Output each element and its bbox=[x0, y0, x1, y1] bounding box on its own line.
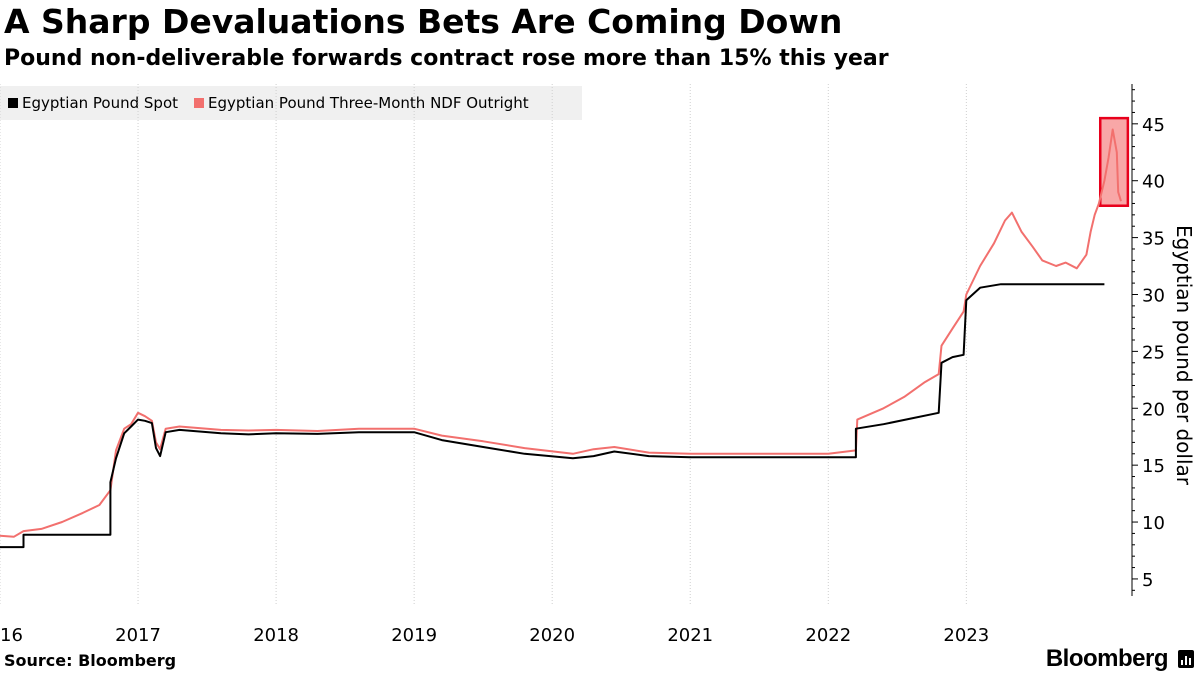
highlight-box bbox=[1098, 116, 1130, 207]
y-tick-label: 30 bbox=[1142, 285, 1165, 306]
y-tick-label: 45 bbox=[1142, 115, 1165, 136]
bloomberg-logo: Bloomberg bbox=[1045, 645, 1169, 672]
series-line-spot bbox=[0, 283, 1105, 549]
x-tick-label: 2019 bbox=[391, 625, 437, 646]
y-tick-label: 35 bbox=[1142, 229, 1165, 250]
y-tick-label: 40 bbox=[1142, 172, 1165, 193]
chart-title: A Sharp Devaluations Bets Are Coming Dow… bbox=[4, 2, 843, 41]
y-tick-label: 25 bbox=[1142, 342, 1165, 363]
bloomberg-terminal-icon bbox=[1178, 650, 1194, 668]
x-gridlines bbox=[0, 84, 967, 604]
series-line-ndf bbox=[0, 128, 1122, 538]
y-tick-label: 20 bbox=[1142, 399, 1165, 420]
series-lines bbox=[0, 128, 1122, 549]
x-tick-label: 2021 bbox=[667, 625, 713, 646]
x-tick-label: 2017 bbox=[115, 625, 161, 646]
legend-item-spot: Egyptian Pound Spot bbox=[8, 94, 178, 112]
y-tick-label: 15 bbox=[1142, 456, 1165, 477]
legend-label-spot: Egyptian Pound Spot bbox=[22, 94, 179, 112]
x-tick-label: 2023 bbox=[943, 625, 989, 646]
x-tick-label: 2016 bbox=[0, 625, 23, 646]
y-axis-label: Egyptian pound per dollar bbox=[1172, 225, 1196, 486]
x-tick-label: 2022 bbox=[805, 625, 851, 646]
legend-label-ndf: Egyptian Pound Three-Month NDF Outright bbox=[208, 94, 529, 112]
source-note: Source: Bloomberg bbox=[4, 651, 177, 670]
legend-swatch-ndf bbox=[194, 98, 205, 108]
chart-subtitle: Pound non-deliverable forwards contract … bbox=[4, 46, 889, 71]
y-tick-label: 10 bbox=[1142, 513, 1165, 534]
x-tick-label: 2018 bbox=[253, 625, 299, 646]
highlight-rect bbox=[1098, 116, 1130, 207]
legend: Egyptian Pound Spot Egyptian Pound Three… bbox=[0, 86, 582, 120]
legend-item-ndf: Egyptian Pound Three-Month NDF Outright bbox=[194, 94, 529, 112]
x-tick-label: 2020 bbox=[529, 625, 575, 646]
y-axis: 5 10 15 20 25 30 35 40 45 bbox=[1131, 84, 1165, 596]
x-axis: 2016 2017 2018 2019 2020 2021 2022 2023 bbox=[0, 625, 989, 646]
legend-swatch-spot bbox=[8, 98, 18, 108]
y-tick-label: 5 bbox=[1142, 570, 1153, 591]
